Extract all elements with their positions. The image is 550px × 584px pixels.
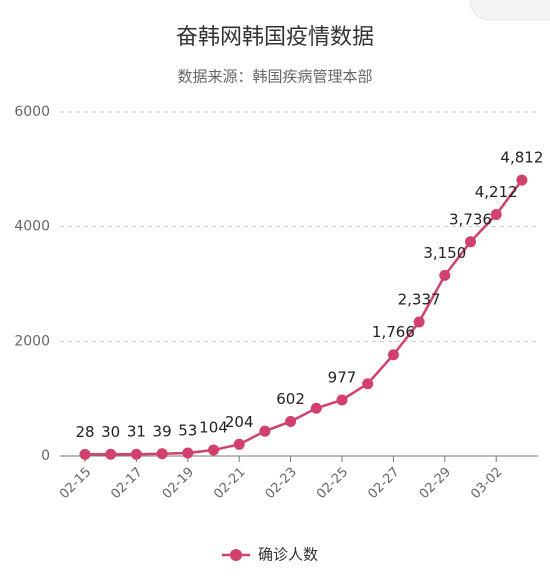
corner-decoration xyxy=(469,0,550,21)
y-tick-label: 6000 xyxy=(14,104,50,120)
data-label: 3,150 xyxy=(423,244,466,262)
data-point xyxy=(362,378,374,390)
data-label: 977 xyxy=(328,368,357,386)
data-label: 31 xyxy=(127,423,146,441)
data-point xyxy=(465,236,476,248)
data-point xyxy=(490,209,502,221)
data-point xyxy=(336,394,348,406)
x-tick-label: 02-29 xyxy=(417,465,454,502)
data-label: 1,766 xyxy=(372,323,415,341)
data-point xyxy=(105,448,117,460)
data-point xyxy=(310,402,322,414)
data-label: 3,736 xyxy=(449,210,492,228)
data-label: 28 xyxy=(75,423,94,441)
x-tick-label: 02-19 xyxy=(160,465,197,502)
data-point xyxy=(208,444,219,456)
data-label: 39 xyxy=(153,422,172,440)
data-label: 30 xyxy=(101,423,120,441)
data-label: 4,812 xyxy=(500,149,543,167)
data-point xyxy=(233,438,245,450)
data-label: 53 xyxy=(178,421,197,439)
data-label: 2,337 xyxy=(398,291,441,309)
data-point xyxy=(516,174,528,186)
data-point xyxy=(259,425,271,437)
y-tick-label: 2000 xyxy=(14,333,50,349)
chart-title: 奋韩网韩国疫情数据 xyxy=(176,25,374,50)
data-point xyxy=(156,448,168,460)
x-tick-label: 02-21 xyxy=(211,465,248,502)
y-tick-label: 4000 xyxy=(14,219,50,235)
data-label: 602 xyxy=(276,390,305,408)
data-point xyxy=(182,447,194,459)
data-point xyxy=(413,316,425,328)
chart-subtitle: 数据来源：韩国疾病管理本部 xyxy=(177,68,372,86)
data-label: 4,212 xyxy=(475,183,518,201)
data-point xyxy=(130,448,142,460)
x-tick-label: 02-23 xyxy=(263,465,300,502)
x-tick-label: 02-27 xyxy=(365,465,402,502)
data-point xyxy=(439,269,451,281)
data-label: 104 xyxy=(199,419,228,437)
y-tick-label: 0 xyxy=(41,448,50,464)
x-tick-label: 03-02 xyxy=(468,465,505,502)
x-tick-label: 02-25 xyxy=(314,465,351,502)
legend-label: 确诊人数 xyxy=(258,546,318,564)
data-point xyxy=(285,415,297,427)
x-tick-label: 02-15 xyxy=(57,465,94,502)
data-point xyxy=(387,349,399,361)
data-point xyxy=(79,448,91,460)
data-label: 204 xyxy=(225,413,254,431)
x-tick-label: 02-17 xyxy=(108,465,145,502)
legend-marker xyxy=(230,549,242,561)
